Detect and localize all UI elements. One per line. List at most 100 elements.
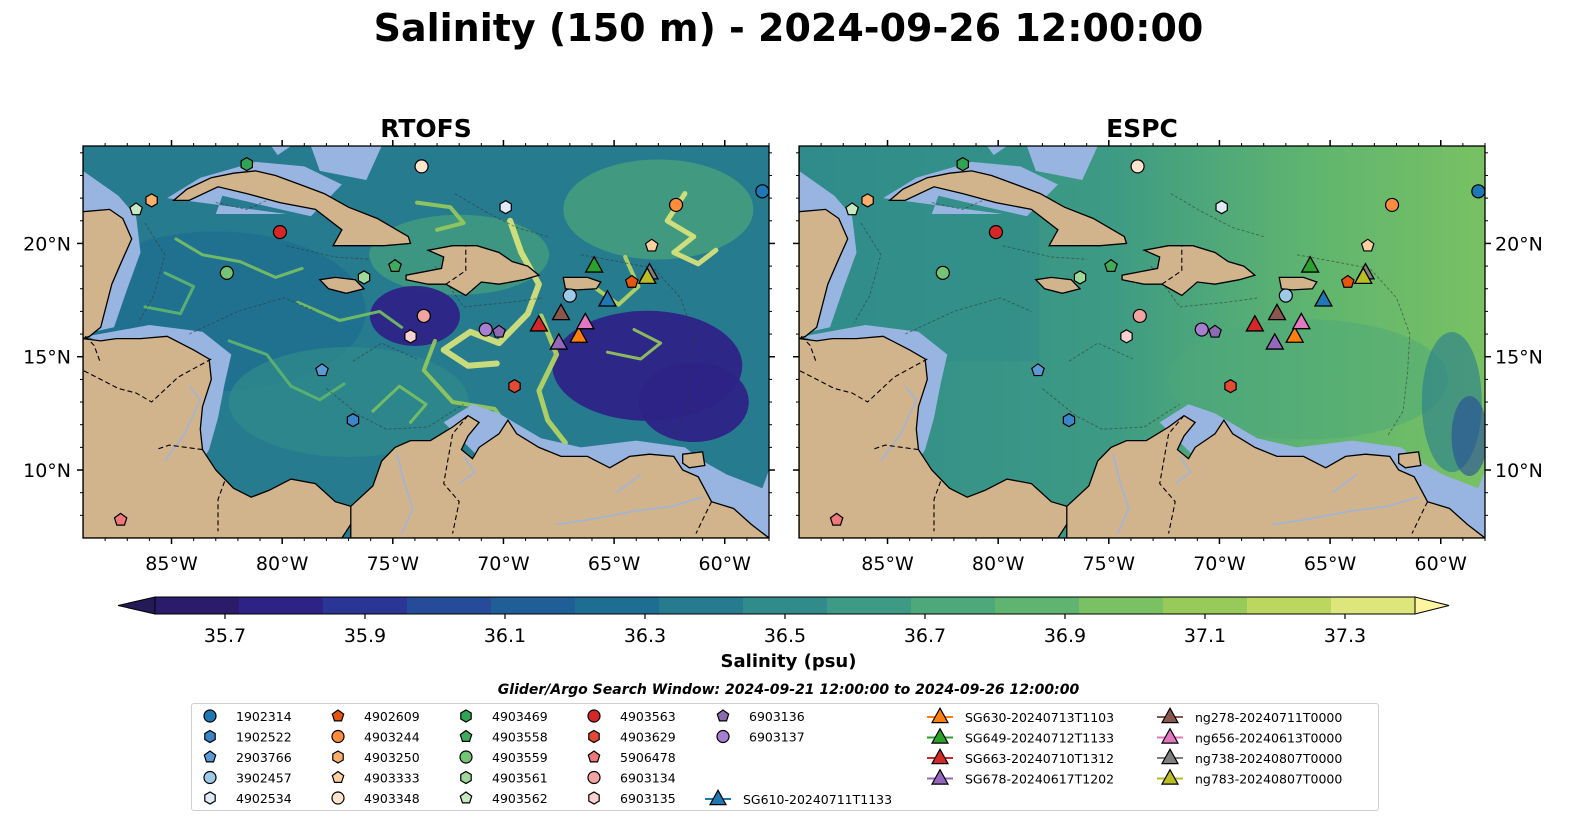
legend-float-4903250-symbol (332, 750, 344, 764)
glider-ng656-20240613T0000-marker (1291, 312, 1311, 330)
lon-tick-label: 80°W (972, 553, 1025, 575)
colorbar-segment (575, 597, 660, 614)
colorbar-segment (239, 597, 324, 614)
colorbar-tick-label: 37.3 (1324, 625, 1366, 647)
float-1902314-marker (1471, 184, 1485, 199)
glider-SG610-20240711T1133-marker (597, 289, 618, 307)
float-5906478-marker (829, 512, 844, 526)
float-6903135-marker (404, 329, 417, 344)
map-panel-espc: ESPC 85°W 80°W 75°W 70°W 65°W 60°W 20°N 15°N 10°N (793, 114, 1543, 575)
colorbar-extend-min (117, 596, 156, 615)
glider-SG678-20240617T1202-marker (1265, 332, 1285, 350)
float-4903250-marker (145, 193, 158, 208)
colorbar-extend-max (1414, 596, 1450, 615)
colorbar-segment (827, 597, 912, 614)
float-4903562-marker (129, 202, 143, 216)
land (887, 170, 1128, 247)
legend-glider-SG610-20240711T1133-symbol (708, 788, 728, 806)
colorbar-segment (407, 597, 492, 614)
float-4903469-marker (956, 156, 969, 172)
legend-glider-label: SG630-20240713T1103 (965, 710, 1114, 725)
legend-float-label: 4903558 (492, 730, 548, 745)
float-4903559-marker (935, 265, 950, 280)
glider-ng656-20240613T0000-marker (575, 312, 595, 330)
legend-glider-label: SG610-20240711T1133 (743, 792, 892, 807)
lat-tick-label: 15°N (23, 347, 71, 369)
legend-glider-ng738-20240807T0000-symbol (1160, 747, 1180, 765)
glider-ng278-20240711T0000-marker (551, 302, 571, 321)
colorbar-segment (1079, 597, 1164, 614)
legend-float-label: 4903563 (620, 709, 676, 724)
colorbar-tick-label: 35.7 (204, 625, 246, 647)
map-frame (798, 145, 1486, 539)
legend-float-label: 4903561 (492, 771, 548, 786)
lat-tick-label: 15°N (1495, 347, 1543, 369)
legend-float-6903134-symbol (587, 770, 601, 785)
land (1278, 276, 1318, 291)
legend-float-1902522-symbol (204, 729, 216, 744)
float-6903134-marker (1132, 308, 1147, 324)
map-panel-rtofs: RTOFS 85°W 80°W 75°W 70°W 65°W 60°W 20°N 15°N 10°… (23, 114, 775, 575)
float-4903348-marker (414, 159, 429, 174)
land (799, 146, 849, 340)
colorbar-segment (1247, 597, 1332, 614)
lon-tick-label: 75°W (1083, 553, 1136, 575)
float-6903134-marker (416, 308, 431, 324)
float-4903629-marker (1224, 378, 1237, 394)
float-2903766-marker (315, 363, 329, 377)
legend-float-4903562-symbol (459, 791, 473, 804)
glider-ng783-20240807T0000-marker (1353, 266, 1373, 285)
lat-tick-label: 10°N (1495, 460, 1543, 482)
legend-float-4903563-symbol (587, 709, 601, 723)
colorbar-segment (995, 597, 1080, 614)
float-6903137-marker (478, 322, 493, 337)
legend-float-4902609-symbol (331, 709, 345, 722)
float-6903137-marker (1194, 322, 1209, 337)
legend-float-4903348-symbol (331, 791, 345, 805)
colorbar-tick-label: 36.1 (484, 625, 526, 647)
legend-float-4903561-symbol (460, 770, 472, 785)
float-4903469-marker (240, 156, 253, 172)
colorbar-segment (911, 597, 996, 614)
legend-float-label: 4903629 (620, 730, 676, 745)
lat-tick-label: 20°N (1495, 233, 1543, 255)
legend-float-label: 6903134 (620, 771, 676, 786)
legend-glider-label: ng278-20240711T0000 (1195, 710, 1342, 725)
legend-float-label: 1902314 (236, 709, 292, 724)
search-window-label: Glider/Argo Search Window: 2024-09-21 12… (497, 682, 1080, 698)
legend-float-label: 4903469 (492, 709, 548, 724)
land (682, 451, 706, 469)
legend-glider-label: SG678-20240617T1202 (965, 772, 1114, 787)
float-1902314-marker (755, 184, 769, 199)
legend-glider-label: ng738-20240807T0000 (1195, 751, 1342, 766)
legend-float-4903559-symbol (459, 750, 473, 764)
colorbar-tick-label: 36.3 (624, 625, 666, 647)
float-4903244-marker (668, 197, 684, 213)
float-2903766-marker (1031, 363, 1045, 377)
glider-SG630-20240713T1103-marker (569, 325, 589, 343)
figure-title: Salinity (150 m) - 2024-09-26 12:00:00 (373, 6, 1204, 50)
legend-glider-SG678-20240617T1202-symbol (930, 768, 950, 785)
float-1902522-marker (1062, 412, 1076, 428)
land (1121, 245, 1257, 297)
float-4903563-marker (272, 225, 288, 240)
legend-float-label: 4903244 (364, 730, 420, 745)
float-4902609-marker (624, 274, 639, 288)
legend-float-6903136-symbol (716, 709, 730, 722)
legend-float-1902314-symbol (203, 709, 217, 723)
float-4903559-marker (219, 265, 234, 280)
colorbar-tick-label: 36.5 (764, 625, 806, 647)
float-4903558-marker (388, 258, 402, 272)
legend-float-label: 4903562 (492, 791, 548, 806)
lon-tick-label: 85°W (145, 553, 198, 575)
colorbar-tick-label: 35.9 (344, 625, 386, 647)
legend-glider-label: ng783-20240807T0000 (1195, 772, 1342, 787)
float-6903136-marker (1208, 324, 1222, 338)
legend-float-label: 4902609 (364, 709, 420, 724)
legend-float-label: 5906478 (620, 750, 676, 765)
lon-tick-label: 60°W (699, 553, 752, 575)
colorbar-segment (323, 597, 408, 614)
legend-float-label: 4903250 (364, 750, 420, 765)
float-4903563-marker (988, 225, 1004, 240)
panel-title: ESPC (1106, 114, 1178, 143)
